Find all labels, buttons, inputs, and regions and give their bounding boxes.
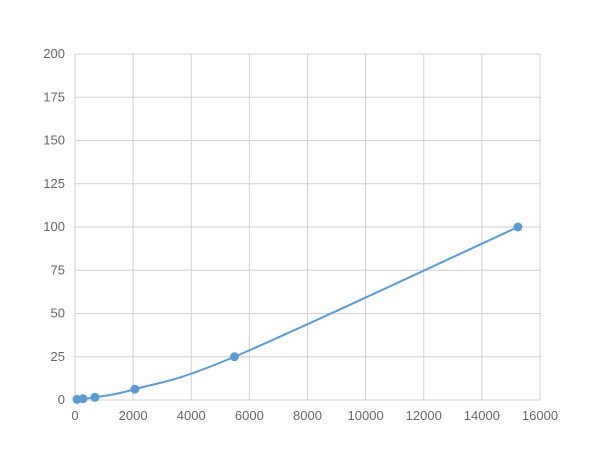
y-tick-label: 50 — [51, 306, 65, 321]
x-tick-label: 2000 — [119, 408, 148, 423]
y-tick-label: 150 — [43, 133, 65, 148]
y-tick-label: 75 — [51, 262, 65, 277]
y-tick-label: 200 — [43, 46, 65, 61]
y-tick-label: 25 — [51, 349, 65, 364]
x-tick-label: 12000 — [406, 408, 442, 423]
data-point — [90, 392, 100, 402]
data-point — [513, 222, 523, 232]
x-tick-label: 6000 — [235, 408, 264, 423]
x-tick-label: 0 — [71, 408, 78, 423]
x-tick-label: 8000 — [293, 408, 322, 423]
x-tick-label: 4000 — [177, 408, 206, 423]
data-point — [229, 352, 239, 362]
y-tick-label: 125 — [43, 176, 65, 191]
x-tick-label: 14000 — [464, 408, 500, 423]
x-tick-label: 16000 — [522, 408, 558, 423]
data-point — [130, 384, 140, 394]
data-point — [78, 394, 88, 404]
y-tick-label: 100 — [43, 219, 65, 234]
y-tick-label: 175 — [43, 89, 65, 104]
x-tick-label: 10000 — [348, 408, 384, 423]
y-tick-label: 0 — [58, 392, 65, 407]
